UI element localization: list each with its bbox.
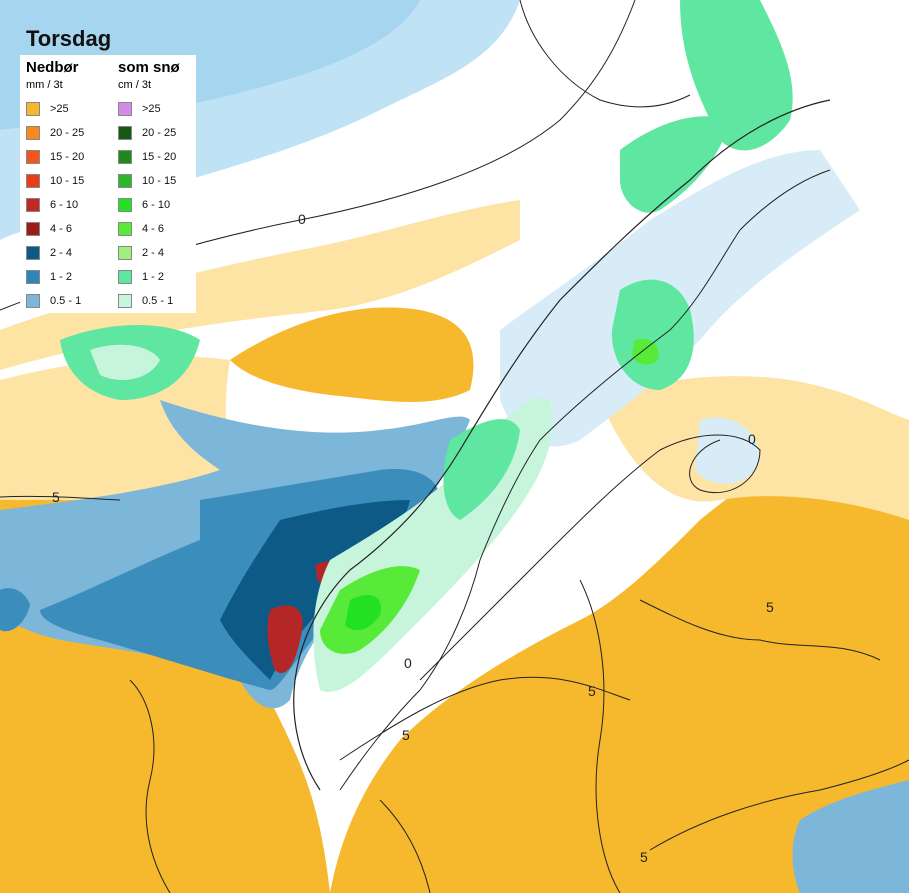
contour-label-five-2: 5	[402, 727, 410, 743]
legend-snow-swatch	[118, 150, 132, 164]
contour-five-east	[649, 759, 909, 851]
contour-label-zero-2: 0	[404, 655, 412, 671]
coastline-denmark	[379, 799, 431, 893]
pale-orange-band-2	[0, 356, 240, 500]
snow-north-green	[620, 116, 730, 213]
legend-rain-swatch	[26, 270, 40, 284]
contour-label-zero-3: 0	[748, 431, 756, 447]
legend-snow-swatch	[118, 246, 132, 260]
legend-snow-title: som snø	[118, 59, 180, 76]
legend-rain-label: >25	[50, 103, 69, 115]
legend-rain-swatch	[26, 294, 40, 308]
contour-label-five-4: 5	[766, 599, 774, 615]
contour-label-zero-1: 0	[298, 211, 306, 227]
orange-area-south	[330, 420, 909, 893]
rain-east-blue	[792, 780, 909, 893]
legend-rain-label: 20 - 25	[50, 127, 85, 139]
legend-rain-unit: mm / 3t	[26, 79, 63, 91]
legend-rain-swatch	[26, 222, 40, 236]
contour-label-five-1: 5	[52, 489, 60, 505]
legend-snow-swatch	[118, 294, 132, 308]
rain-heavy-red	[267, 605, 303, 674]
legend-snow-label: 6 - 10	[142, 199, 171, 211]
snow-pale-area-2	[695, 417, 760, 484]
legend-rain-label: 1 - 2	[50, 271, 73, 283]
contour-five-south	[339, 676, 631, 761]
border-sweden	[339, 169, 831, 791]
legend-rain-swatch	[26, 126, 40, 140]
legend-snow-swatch	[118, 270, 132, 284]
rain-west-spot	[0, 588, 30, 632]
contour-label-five-3: 5	[588, 683, 596, 699]
snow-inland-green	[611, 279, 694, 390]
legend-snow-swatch	[118, 198, 132, 212]
legend-rain-swatch	[26, 198, 40, 212]
legend-rain-label: 2 - 4	[50, 247, 73, 259]
legend-snow-swatch	[118, 102, 132, 116]
legend-rain-label: 0.5 - 1	[50, 295, 82, 307]
legend-snow-label: 20 - 25	[142, 127, 177, 139]
legend-snow-swatch	[118, 174, 132, 188]
legend-rain-label: 15 - 20	[50, 151, 85, 163]
legend-snow-label: >25	[142, 103, 161, 115]
legend-rain-label: 10 - 15	[50, 175, 85, 187]
legend-rain-swatch	[26, 246, 40, 260]
orange-area-north	[230, 307, 474, 402]
legend-snow-swatch	[118, 126, 132, 140]
legend-snow-label: 15 - 20	[142, 151, 177, 163]
contour-zero-inland	[419, 434, 761, 681]
coastline-north	[519, 0, 691, 108]
legend-snow-swatch	[118, 222, 132, 236]
coastline-norway	[293, 99, 831, 791]
legend-rain-label: 6 - 10	[50, 199, 79, 211]
legend-snow-label: 10 - 15	[142, 175, 177, 187]
legend-snow-label: 4 - 6	[142, 223, 165, 235]
coastline-baltic	[579, 579, 621, 893]
legend-snow-label: 2 - 4	[142, 247, 165, 259]
legend-snow-label: 0.5 - 1	[142, 295, 174, 307]
legend-rain-swatch	[26, 150, 40, 164]
coastline-scotland	[129, 679, 171, 893]
legend-snow-label: 1 - 2	[142, 271, 165, 283]
legend-rain-swatch	[26, 174, 40, 188]
orange-lake-region	[680, 580, 838, 712]
snow-green-mint	[443, 419, 520, 520]
coastline-finland	[639, 599, 881, 661]
legend-rain-label: 4 - 6	[50, 223, 73, 235]
snow-inland-bright	[632, 338, 659, 365]
legend-rain-swatch	[26, 102, 40, 116]
contour-five-west	[0, 495, 121, 501]
snow-west-patch-2	[90, 344, 160, 380]
snow-green-bright	[345, 595, 381, 631]
legend-rain-title: Nedbør	[26, 59, 79, 76]
snow-north-green-2	[680, 0, 793, 151]
legend-snow-unit: cm / 3t	[118, 79, 152, 91]
legend: Nedbør mm / 3t som snø cm / 3t >25 20 - 2…	[20, 55, 196, 313]
contour-label-five-5: 5	[640, 849, 648, 865]
map-title: Torsdag	[26, 26, 112, 51]
